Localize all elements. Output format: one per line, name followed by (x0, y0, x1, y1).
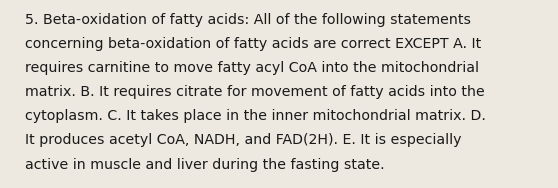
Text: active in muscle and liver during the fasting state.: active in muscle and liver during the fa… (25, 158, 384, 171)
Text: 5. Beta-oxidation of fatty acids: All of the following statements: 5. Beta-oxidation of fatty acids: All of… (25, 13, 471, 27)
Text: It produces acetyl CoA, NADH, and FAD(2H). E. It is especially: It produces acetyl CoA, NADH, and FAD(2H… (25, 133, 461, 147)
Text: matrix. B. It requires citrate for movement of fatty acids into the: matrix. B. It requires citrate for movem… (25, 85, 485, 99)
Text: cytoplasm. C. It takes place in the inner mitochondrial matrix. D.: cytoplasm. C. It takes place in the inne… (25, 109, 486, 123)
Text: requires carnitine to move fatty acyl CoA into the mitochondrial: requires carnitine to move fatty acyl Co… (25, 61, 479, 75)
Text: concerning beta-oxidation of fatty acids are correct EXCEPT A. It: concerning beta-oxidation of fatty acids… (25, 37, 482, 51)
